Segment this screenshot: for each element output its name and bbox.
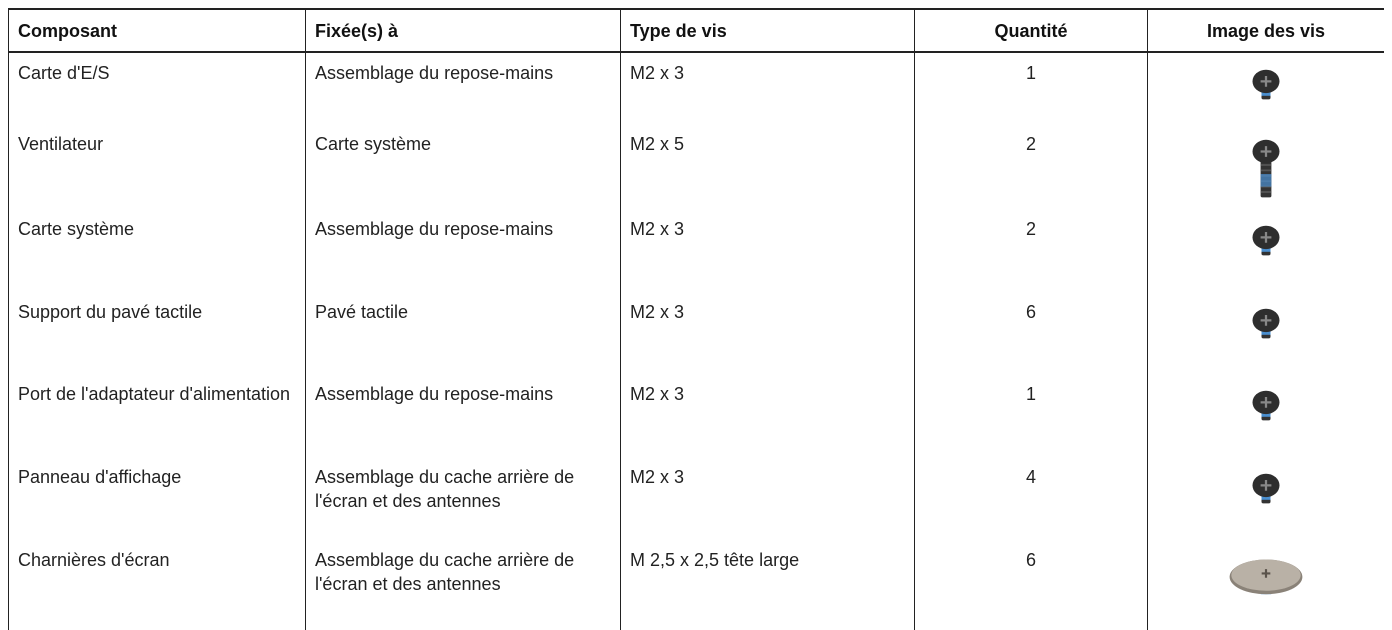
screw-image (1251, 472, 1281, 505)
table-cell: 1 (914, 374, 1148, 457)
screw-image-cell (1147, 292, 1384, 374)
table-cell: Assemblage du repose-mains (305, 374, 621, 457)
table-cell: M2 x 3 (620, 292, 915, 374)
screw-image (1251, 224, 1281, 257)
table-cell: Assemblage du repose-mains (305, 52, 621, 124)
table-cell: M 2,5 x 2,5 tête large (620, 540, 915, 630)
table-row: Panneau d'affichage Assemblage du cache a… (8, 457, 1384, 540)
table-cell: 2 (914, 209, 1148, 292)
screw-image-cell (1147, 52, 1384, 124)
table-cell: Carte système (305, 124, 621, 209)
table-cell: M2 x 3 (620, 457, 915, 540)
table-row: Charnières d'écran Assemblage du cache ar… (8, 540, 1384, 630)
screw-image-cell (1147, 374, 1384, 457)
screw-image (1251, 389, 1281, 422)
table-cell: Assemblage du cache arrière de l'écran e… (305, 540, 621, 630)
header-row: Composant Fixée(s) à Type de vis Quantit… (8, 8, 1384, 53)
table-cell: Port de l'adaptateur d'alimentation (8, 374, 306, 457)
table-cell: Carte système (8, 209, 306, 292)
table-cell: Panneau d'affichage (8, 457, 306, 540)
header-cell: Fixée(s) à (305, 8, 621, 53)
table-row: Support du pavé tactile Pavé tactile M2 x … (8, 292, 1384, 374)
screw-image (1251, 68, 1281, 101)
screw-image (1251, 307, 1281, 340)
header-cell: Composant (8, 8, 306, 53)
table-cell: Assemblage du repose-mains (305, 209, 621, 292)
table-cell: Carte d'E/S (8, 52, 306, 124)
table-row: Carte d'E/S Assemblage du repose-mains M2 … (8, 52, 1384, 124)
table-container: Composant Fixée(s) à Type de vis Quantit… (8, 8, 1384, 630)
screw-image-cell (1147, 209, 1384, 292)
screw-image-cell (1147, 124, 1384, 209)
table-cell: M2 x 5 (620, 124, 915, 209)
header-cell: Image des vis (1147, 8, 1384, 53)
screw-table: Composant Fixée(s) à Type de vis Quantit… (8, 8, 1384, 630)
header-cell: Quantité (914, 8, 1148, 53)
screw-image-cell (1147, 457, 1384, 540)
table-cell: 6 (914, 292, 1148, 374)
screw-image (1251, 138, 1281, 199)
table-cell: Ventilateur (8, 124, 306, 209)
table-cell: Pavé tactile (305, 292, 621, 374)
table-body: Carte d'E/S Assemblage du repose-mains M2 … (8, 52, 1384, 630)
screw-image (1228, 558, 1304, 596)
table-cell: 2 (914, 124, 1148, 209)
table-row: Carte système Assemblage du repose-mains M… (8, 209, 1384, 292)
table-cell: Support du pavé tactile (8, 292, 306, 374)
table-cell: 1 (914, 52, 1148, 124)
header-cell: Type de vis (620, 8, 915, 53)
table-cell: M2 x 3 (620, 209, 915, 292)
table-cell: M2 x 3 (620, 52, 915, 124)
table-row: Port de l'adaptateur d'alimentation Assem… (8, 374, 1384, 457)
table-cell: M2 x 3 (620, 374, 915, 457)
table-cell: 6 (914, 540, 1148, 630)
table-cell: Charnières d'écran (8, 540, 306, 630)
table-cell: 4 (914, 457, 1148, 540)
screw-image-cell (1147, 540, 1384, 630)
table-cell: Assemblage du cache arrière de l'écran e… (305, 457, 621, 540)
